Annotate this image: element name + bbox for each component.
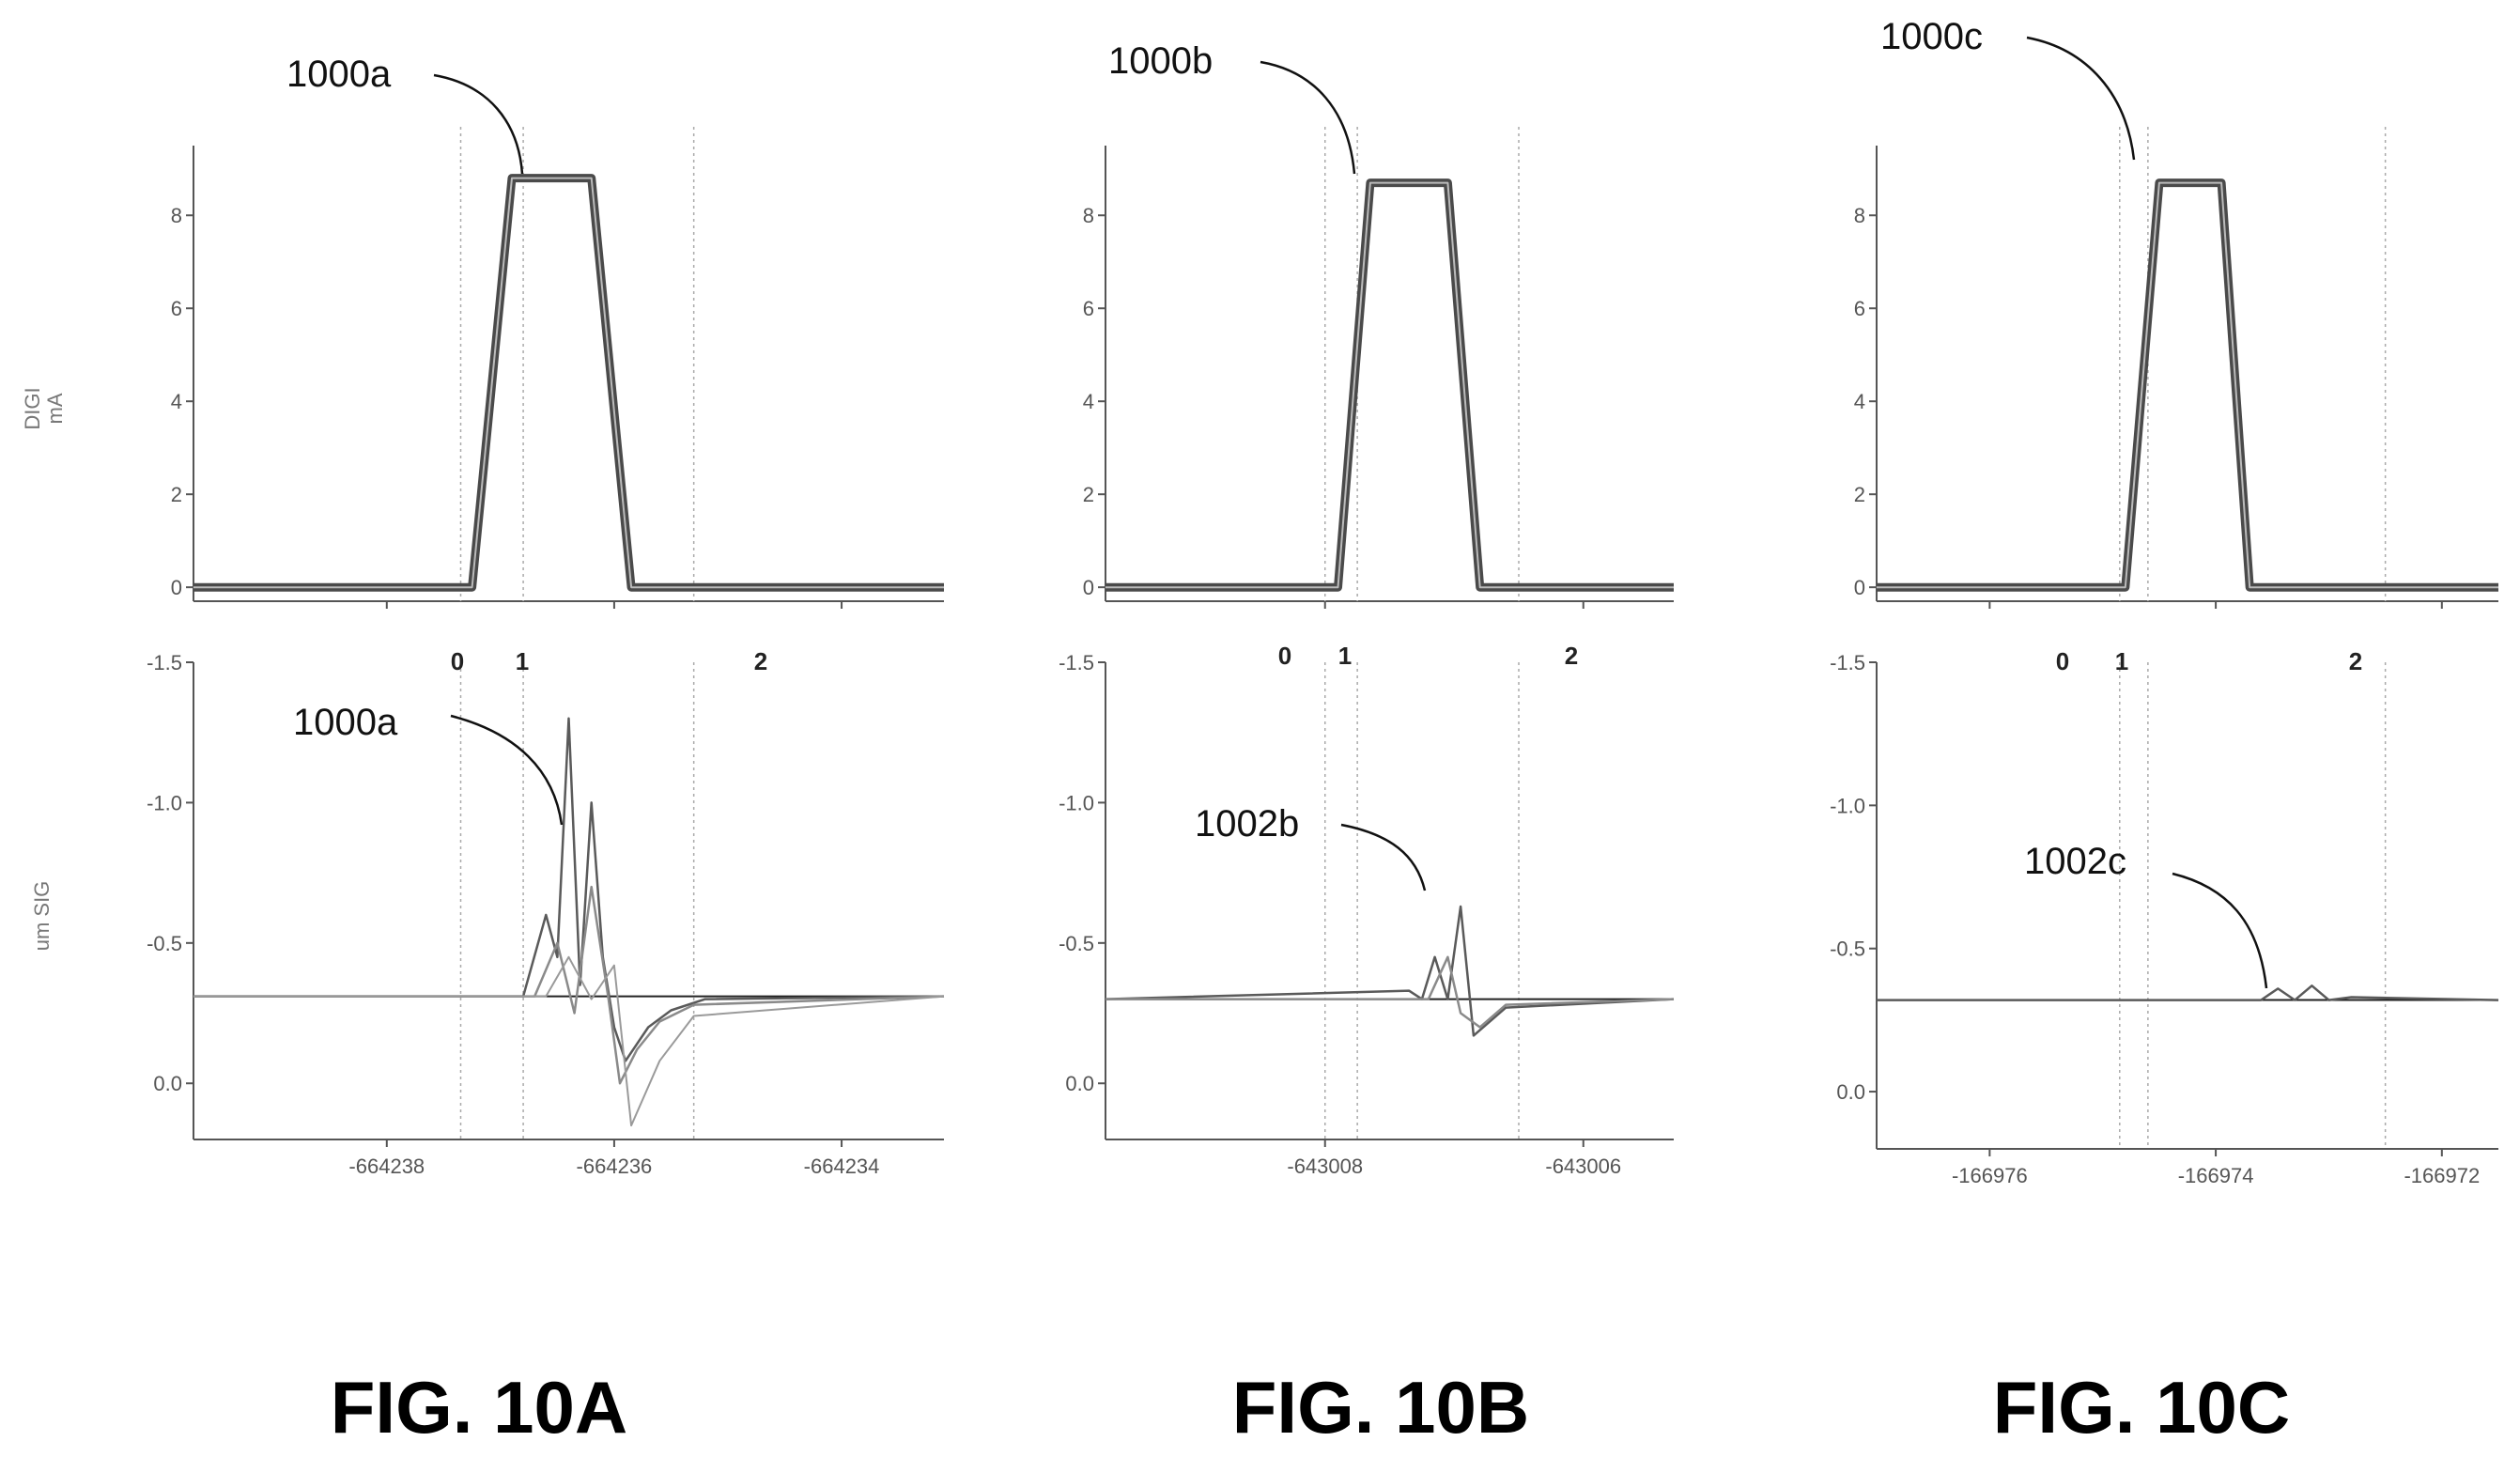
fig10b-top-callout: 1000b — [1108, 40, 1213, 82]
plot5-xtick-label-0: -166976 — [1952, 1164, 2028, 1187]
plot1-ytick-label-2: -0.5 — [147, 932, 182, 955]
plot3-ytick-label-2: -0.5 — [1059, 932, 1094, 955]
plot2-ytick-label-3: 2 — [1083, 483, 1094, 506]
fig10a-cursor-label-2: 2 — [754, 647, 767, 675]
fig10b-top-plot: 8 6 4 2 0 — [1083, 127, 1674, 609]
fig10c-bottom-plot: -1.5 -1.0 -0.5 0.0 -166976 -166974 -166972 — [1830, 651, 2499, 1187]
plot0-ytick-label-0: 8 — [171, 204, 182, 227]
fig10c-label: FIG. 10C — [1993, 1366, 2290, 1449]
plot1-xtick-label-0: -664238 — [348, 1155, 425, 1178]
fig10a-top-ylabel-line2: mA — [43, 393, 67, 424]
fig10b-top-leader — [1260, 60, 1356, 175]
plot4-ytick-label-2: 4 — [1854, 390, 1865, 413]
fig10c-cursor-label-0: 0 — [2056, 647, 2069, 675]
fig10c-cursor-label-2: 2 — [2349, 647, 2362, 675]
plot3-ytick-label-1: -1.0 — [1059, 791, 1094, 814]
plot3-series-1 — [1105, 955, 1675, 1029]
plot0-ytick-label-3: 2 — [171, 483, 182, 506]
fig10a-top-plot: 8 6 4 2 0 — [171, 127, 944, 609]
plot4-ytick-label-0: 8 — [1854, 204, 1865, 227]
plot3-xtick-label-1: -643006 — [1545, 1155, 1621, 1178]
plot2-ytick-label-4: 0 — [1083, 576, 1094, 599]
plot2-ytick-label-0: 8 — [1083, 204, 1094, 227]
fig10c-bottom-callout: 1002c — [2024, 841, 2126, 882]
plot4-ytick-label-4: 0 — [1854, 576, 1865, 599]
plot1-series-2 — [193, 955, 945, 1127]
plot2-series-0 — [1105, 178, 1674, 592]
plot3-series-0 — [1105, 905, 1675, 1037]
fig10a-top-leader — [433, 73, 524, 175]
plot1-ytick-label-3: 0.0 — [153, 1072, 182, 1095]
fig10a-cursor-label-1: 1 — [516, 647, 529, 675]
plot0-ytick-label-1: 6 — [171, 297, 182, 320]
plot4-ytick-label-1: 6 — [1854, 297, 1865, 320]
fig10b-bottom-leader — [1340, 823, 1427, 891]
fig10b-cursor-label-2: 2 — [1565, 642, 1578, 670]
plot5-xtick-label-2: -166972 — [2404, 1164, 2480, 1187]
plot0-series-0 — [193, 174, 944, 592]
fig10b-label: FIG. 10B — [1232, 1366, 1529, 1449]
plot1-series-0 — [193, 717, 945, 1062]
fig10a-cursor-label-0: 0 — [451, 647, 464, 675]
plot0-ytick-label-2: 4 — [171, 390, 182, 413]
fig10c-top-plot: 8 6 4 2 0 — [1854, 127, 2498, 609]
fig10c-cursor-label-1: 1 — [2115, 647, 2128, 675]
fig10b-cursor-label-0: 0 — [1278, 642, 1291, 670]
plot5-series-0 — [1877, 984, 2499, 1001]
fig10a-top-ylabel-line1: DIGI — [21, 387, 44, 429]
plot2-series-0-highlight — [1105, 181, 1674, 589]
plot1-xtick-label-2: -664234 — [804, 1155, 880, 1178]
plot2-ytick-label-1: 6 — [1083, 297, 1094, 320]
fig10a-bottom-plot: -1.5 -1.0 -0.5 0.0 -664238 -664236 -664234 — [147, 651, 945, 1178]
plot4-ytick-label-3: 2 — [1854, 483, 1865, 506]
plot0-series-0-highlight — [193, 177, 944, 589]
plot1-series-1 — [193, 885, 945, 1085]
plot0-ytick-label-4: 0 — [171, 576, 182, 599]
fig10c-top-leader — [2026, 36, 2136, 161]
fig10b-bottom-plot: -1.5 -1.0 -0.5 0.0 -643008 -643006 — [1059, 651, 1675, 1178]
fig10b-bottom-callout: 1002b — [1195, 803, 1299, 845]
plot3-xtick-label-0: -643008 — [1287, 1155, 1363, 1178]
plot5-xtick-label-1: -166974 — [2178, 1164, 2254, 1187]
fig10a-label: FIG. 10A — [331, 1366, 627, 1449]
fig10a-bottom-ylabel: um SIG — [30, 881, 54, 952]
plot1-ytick-label-0: -1.5 — [147, 651, 182, 674]
plot2-ytick-label-2: 4 — [1083, 390, 1094, 413]
plot5-ytick-label-3: 0.0 — [1836, 1080, 1865, 1104]
figure-10c: 8 6 4 2 0 -1.5 -1.0 -0.5 0.0 -166976 -166974 -1669… — [1830, 16, 2499, 1449]
fig10a-bottom-leader — [450, 714, 564, 826]
plot5-ytick-label-2: -0.5 — [1830, 938, 1865, 961]
plot4-series-0 — [1877, 178, 2498, 592]
fig10c-top-callout: 1000c — [1880, 16, 1983, 57]
plot3-ytick-label-0: -1.5 — [1059, 651, 1094, 674]
fig10a-top-callout: 1000a — [286, 54, 392, 95]
plot5-ytick-label-0: -1.5 — [1830, 651, 1865, 674]
plot3-ytick-label-3: 0.0 — [1065, 1072, 1094, 1095]
plot1-xtick-label-1: -664236 — [577, 1155, 653, 1178]
plot1-ytick-label-1: -1.0 — [147, 791, 182, 814]
figure-10a: 8 6 4 2 0 -1.5 -1.0 -0.5 0.0 -664238 -664236 -6642… — [21, 54, 945, 1449]
plot5-ytick-label-1: -1.0 — [1830, 794, 1865, 817]
fig10c-bottom-leader — [2172, 872, 2268, 989]
fig10a-bottom-callout: 1000a — [293, 702, 398, 743]
plot4-series-0-highlight — [1877, 181, 2498, 589]
fig10b-cursor-label-1: 1 — [1338, 642, 1352, 670]
